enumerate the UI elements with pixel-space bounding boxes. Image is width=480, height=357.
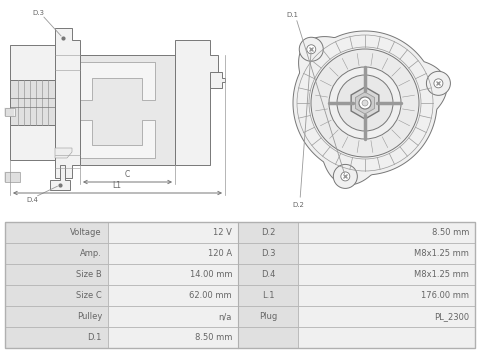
FancyBboxPatch shape [298,327,475,348]
Circle shape [329,67,401,139]
Text: Size B: Size B [76,270,102,279]
Text: Size C: Size C [76,291,102,300]
FancyBboxPatch shape [10,80,55,125]
FancyBboxPatch shape [238,264,298,285]
Text: 120 A: 120 A [208,249,232,258]
FancyBboxPatch shape [298,285,475,306]
FancyBboxPatch shape [5,285,108,306]
Text: 8.50 mm: 8.50 mm [194,333,232,342]
Polygon shape [210,72,225,88]
FancyBboxPatch shape [298,243,475,264]
FancyBboxPatch shape [10,45,55,80]
FancyBboxPatch shape [238,306,298,327]
FancyBboxPatch shape [298,306,475,327]
Text: Plug: Plug [259,312,277,321]
Polygon shape [55,55,175,165]
Circle shape [337,75,393,131]
FancyBboxPatch shape [108,306,238,327]
Text: L1: L1 [112,181,121,190]
Circle shape [341,172,350,181]
FancyBboxPatch shape [108,222,238,243]
Circle shape [434,79,443,88]
FancyBboxPatch shape [108,327,238,348]
FancyBboxPatch shape [5,327,108,348]
Polygon shape [55,28,80,178]
Text: Voltage: Voltage [71,228,102,237]
Text: M8x1.25 mm: M8x1.25 mm [414,270,469,279]
Polygon shape [356,92,374,114]
FancyBboxPatch shape [298,222,475,243]
Text: C: C [124,170,130,179]
FancyBboxPatch shape [108,243,238,264]
Text: PL_2300: PL_2300 [434,312,469,321]
FancyBboxPatch shape [10,125,55,160]
FancyBboxPatch shape [5,264,108,285]
FancyBboxPatch shape [238,285,298,306]
FancyBboxPatch shape [238,327,298,348]
Text: D.4: D.4 [26,197,38,203]
Text: 176.00 mm: 176.00 mm [421,291,469,300]
FancyBboxPatch shape [5,222,108,243]
Text: D.4: D.4 [261,270,275,279]
Polygon shape [78,120,155,158]
Text: D.1: D.1 [88,333,102,342]
Text: 12 V: 12 V [213,228,232,237]
Text: D.1: D.1 [286,12,298,18]
FancyBboxPatch shape [5,306,108,327]
Circle shape [359,97,371,109]
Text: 62.00 mm: 62.00 mm [190,291,232,300]
Text: 8.50 mm: 8.50 mm [432,228,469,237]
Text: n/a: n/a [218,312,232,321]
Text: Pulley: Pulley [77,312,102,321]
Polygon shape [50,165,70,190]
FancyBboxPatch shape [5,108,15,116]
Text: 14.00 mm: 14.00 mm [190,270,232,279]
Text: Amp.: Amp. [80,249,102,258]
Circle shape [307,45,316,54]
Circle shape [299,37,323,61]
Circle shape [311,49,419,157]
Polygon shape [293,31,447,185]
Polygon shape [351,87,379,119]
Polygon shape [175,40,218,165]
Circle shape [362,100,368,106]
FancyBboxPatch shape [5,172,20,182]
Polygon shape [78,62,155,100]
FancyBboxPatch shape [298,264,475,285]
Circle shape [333,165,357,188]
FancyBboxPatch shape [238,222,298,243]
FancyBboxPatch shape [238,243,298,264]
Text: D.3: D.3 [261,249,275,258]
Polygon shape [55,148,72,158]
Text: M8x1.25 mm: M8x1.25 mm [414,249,469,258]
FancyBboxPatch shape [108,264,238,285]
Text: D.3: D.3 [32,10,44,16]
FancyBboxPatch shape [108,285,238,306]
Text: D.2: D.2 [261,228,275,237]
Text: L.1: L.1 [262,291,274,300]
Text: D.2: D.2 [292,202,304,208]
Circle shape [426,71,450,95]
FancyBboxPatch shape [5,243,108,264]
